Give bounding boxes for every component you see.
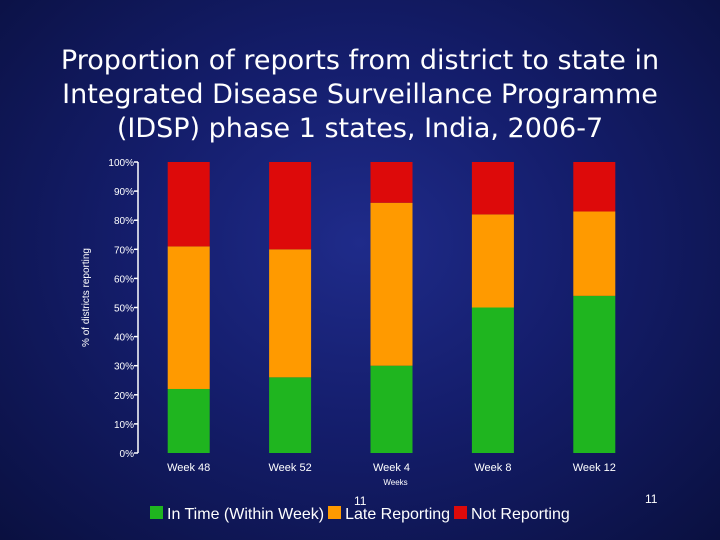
bar-in-time xyxy=(269,377,312,453)
bar-not-reporting xyxy=(471,162,514,215)
legend-item-not-reporting: Not Reporting xyxy=(454,505,570,524)
slide-title: Proportion of reports from district to s… xyxy=(60,45,660,144)
slide-number: 11 xyxy=(645,492,658,506)
bar-not-reporting xyxy=(370,162,413,203)
x-tick-label: Week 4 xyxy=(373,462,410,474)
slide-number-overlay: 11 xyxy=(354,494,367,508)
legend-swatch-in-time xyxy=(150,505,163,519)
y-tick-label: 80% xyxy=(114,216,134,227)
x-tick-label: Week 48 xyxy=(167,462,210,474)
bar-late xyxy=(471,214,514,308)
bar-not-reporting xyxy=(167,162,210,247)
legend-label-late: Late Reporting xyxy=(345,506,451,523)
y-axis-title: % of districts reporting xyxy=(81,248,92,347)
x-axis-title: Weeks xyxy=(383,478,407,487)
bar-in-time xyxy=(573,295,616,453)
stacked-bar-chart: Week 48 Week 52 Week 4 Week 8 Week 12 0% 10% 20… xyxy=(81,158,616,487)
bar-late xyxy=(269,249,312,378)
y-tick-label: 40% xyxy=(114,333,134,344)
y-tick-label: 90% xyxy=(114,187,134,198)
bar-in-time xyxy=(167,388,210,453)
y-tick-label: 70% xyxy=(114,245,134,256)
bar-not-reporting xyxy=(269,162,312,250)
bar-not-reporting xyxy=(573,162,616,212)
bar-late xyxy=(370,202,413,366)
x-tick-label: Week 12 xyxy=(573,462,616,474)
y-tick-label: 100% xyxy=(108,158,134,169)
x-tick-label: Week 8 xyxy=(474,462,511,474)
y-tick-label: 0% xyxy=(120,449,135,460)
y-tick-label: 60% xyxy=(114,274,134,285)
bar-in-time xyxy=(471,307,514,453)
legend-swatch-late xyxy=(328,505,342,519)
chart-legend: In Time (Within Week) Late Reporting Not… xyxy=(150,504,574,526)
y-tick-label: 30% xyxy=(114,362,134,373)
legend-item-in-time: In Time (Within Week) xyxy=(150,505,325,524)
y-tick-label: 20% xyxy=(114,391,134,402)
legend-label-in-time: In Time (Within Week) xyxy=(167,506,325,523)
y-tick-label: 10% xyxy=(114,420,134,431)
bar-in-time xyxy=(370,365,413,453)
x-tick-label: Week 52 xyxy=(268,462,311,474)
legend-item-late: Late Reporting xyxy=(328,505,451,524)
legend-label-not-reporting: Not Reporting xyxy=(471,506,570,523)
bar-late xyxy=(573,211,616,296)
legend-swatch-not-reporting xyxy=(454,505,468,519)
bar-late xyxy=(167,246,210,389)
y-tick-label: 50% xyxy=(114,304,134,315)
